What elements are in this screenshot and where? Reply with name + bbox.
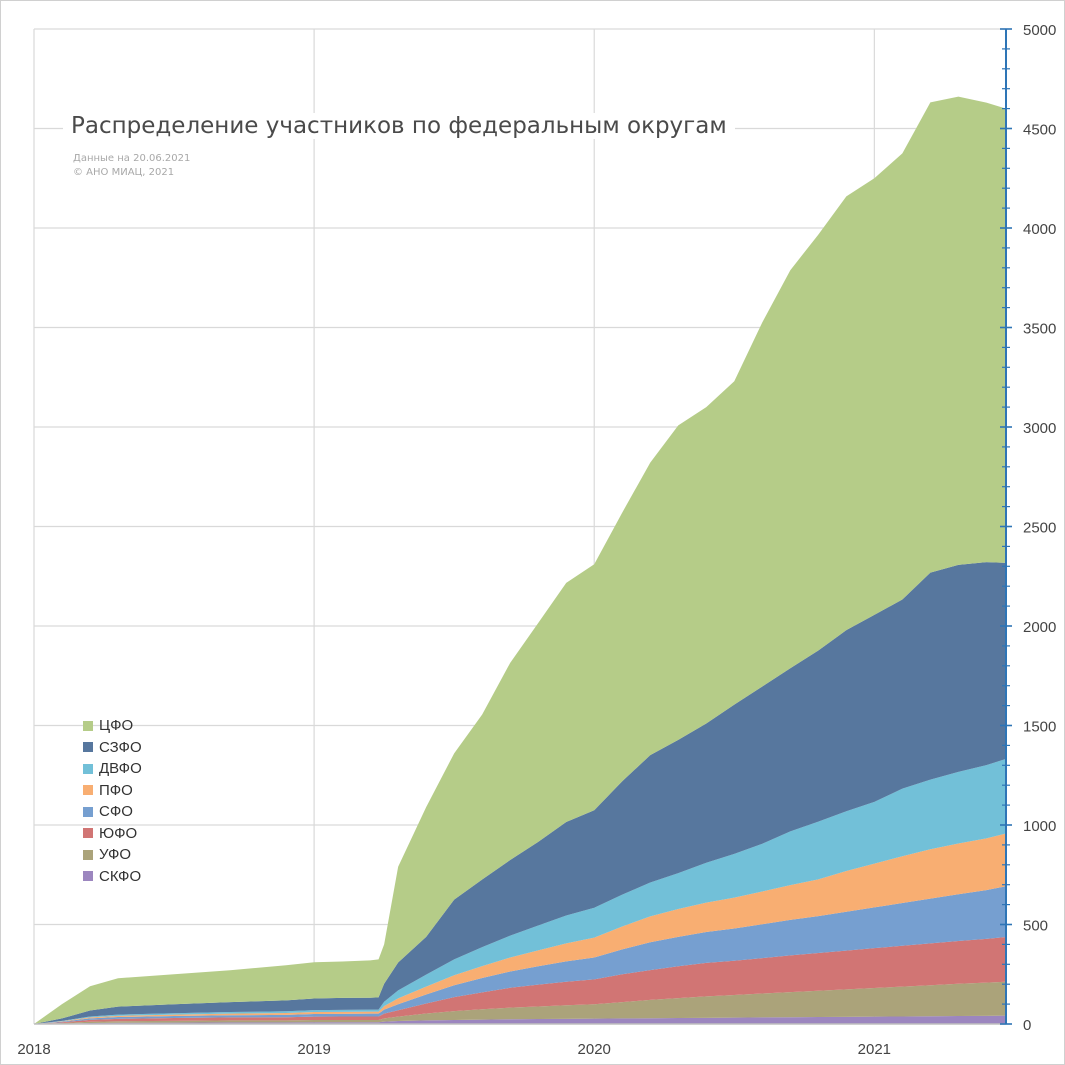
series-area bbox=[34, 981, 1006, 1024]
legend-label: ПФО bbox=[99, 781, 133, 799]
legend-swatch bbox=[83, 828, 93, 839]
y-tick-label: 4000 bbox=[1023, 221, 1056, 238]
legend-label: ДВФО bbox=[99, 760, 142, 778]
data-date-note: Данные на 20.06.2021 bbox=[73, 153, 191, 164]
x-tick-label: 2019 bbox=[297, 1041, 330, 1058]
legend-item-szfo: СЗФО bbox=[83, 737, 142, 759]
copyright-note: © АНО МИАЦ, 2021 bbox=[73, 167, 175, 178]
legend-swatch bbox=[83, 871, 93, 882]
y-tick-label: 4500 bbox=[1023, 122, 1056, 139]
y-axis-ticks bbox=[1000, 28, 1012, 1025]
x-tick-label: 2018 bbox=[17, 1041, 50, 1058]
legend-label: СКФО bbox=[99, 867, 142, 885]
y-tick-label: 3000 bbox=[1023, 420, 1056, 437]
x-tick-label: 2020 bbox=[578, 1041, 611, 1058]
legend-item-ufo: УФО bbox=[83, 844, 142, 866]
y-tick-label: 1500 bbox=[1023, 719, 1056, 736]
legend-label: СФО bbox=[99, 803, 133, 821]
chart-title: Распределение участников по федеральным … bbox=[63, 113, 735, 139]
legend-swatch bbox=[83, 720, 93, 731]
y-tick-label: 0 bbox=[1023, 1017, 1031, 1034]
legend-swatch bbox=[83, 742, 93, 753]
x-axis-labels: 2018 2019 2020 2021 bbox=[17, 1041, 891, 1058]
legend-swatch bbox=[83, 849, 93, 860]
legend-swatch bbox=[83, 806, 93, 817]
legend-label: ЮФО bbox=[99, 824, 138, 842]
legend-swatch bbox=[83, 763, 93, 774]
legend-label: ЦФО bbox=[99, 717, 134, 735]
legend-item-skfo: СКФО bbox=[83, 866, 142, 888]
y-axis-labels: 0 500 1000 1500 2000 2500 3000 3500 4000 4500 5000 bbox=[1023, 22, 1056, 1034]
legend: ЦФО СЗФО ДВФО ПФО СФО ЮФО УФО СКФО bbox=[83, 715, 142, 887]
y-tick-label: 3500 bbox=[1023, 321, 1056, 338]
legend-item-pfo: ПФО bbox=[83, 780, 142, 802]
legend-item-sfo: СФО bbox=[83, 801, 142, 823]
x-tick-label: 2021 bbox=[858, 1041, 891, 1058]
y-tick-label: 2000 bbox=[1023, 619, 1056, 636]
series-areas bbox=[34, 96, 1006, 1024]
series-area bbox=[34, 562, 1006, 1024]
legend-label: СЗФО bbox=[99, 738, 142, 756]
legend-item-yufo: ЮФО bbox=[83, 823, 142, 845]
legend-item-cfo: ЦФО bbox=[83, 715, 142, 737]
legend-item-dvfo: ДВФО bbox=[83, 758, 142, 780]
y-tick-label: 5000 bbox=[1023, 22, 1056, 39]
legend-label: УФО bbox=[99, 846, 132, 864]
series-area bbox=[34, 937, 1006, 1024]
legend-swatch bbox=[83, 785, 93, 796]
y-tick-label: 1000 bbox=[1023, 818, 1056, 835]
series-area bbox=[34, 1015, 1006, 1024]
y-tick-label: 500 bbox=[1023, 918, 1048, 935]
y-tick-label: 2500 bbox=[1023, 520, 1056, 537]
series-area bbox=[34, 96, 1006, 1024]
